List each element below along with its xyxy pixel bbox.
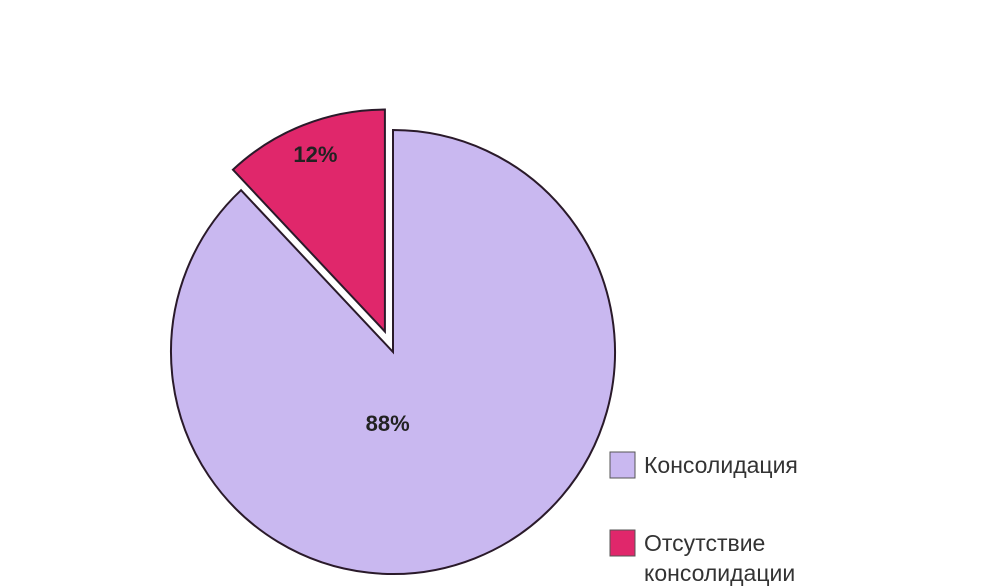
legend-label: Консолидация — [644, 452, 798, 478]
pie-slice — [170, 128, 616, 575]
legend-swatch — [609, 529, 636, 557]
value-label: 12% — [293, 142, 337, 167]
pie-slice — [231, 108, 386, 335]
legend-label: Отсутствие консолидации — [644, 530, 796, 586]
legend-swatch — [609, 451, 636, 479]
value-label: 88% — [366, 411, 410, 436]
